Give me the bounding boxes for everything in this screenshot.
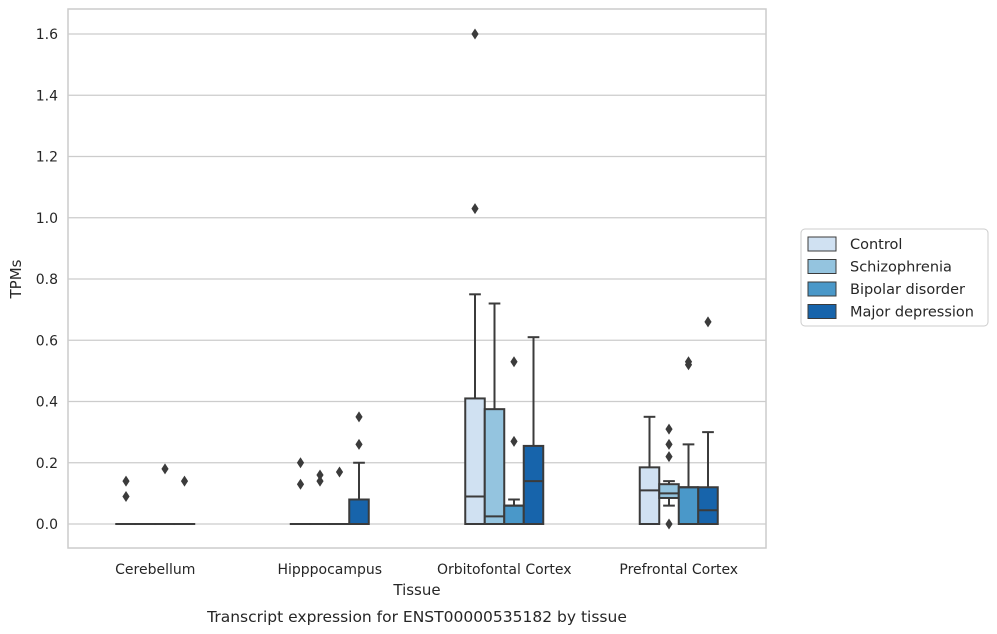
box-bipolar-disorder xyxy=(503,356,525,525)
box-control xyxy=(638,415,661,525)
legend-swatch xyxy=(807,236,837,252)
outlier-point xyxy=(296,457,305,469)
outlier-point xyxy=(316,469,324,481)
box-body xyxy=(464,397,486,525)
y-axis-ticks: 0.0 0.2 0.4 0.6 0.8 1.0 1.2 1.4 1.6 xyxy=(36,27,58,533)
y-tick-label: 1.0 xyxy=(36,211,58,227)
plot-frame xyxy=(67,8,767,549)
box-body xyxy=(483,408,506,525)
x-axis-title: Tissue xyxy=(392,581,440,599)
outlier-point xyxy=(510,356,518,368)
box-body xyxy=(658,483,680,499)
grid-lines xyxy=(68,33,766,525)
outlier-point xyxy=(296,478,305,490)
legend-frame xyxy=(800,228,989,327)
box-body xyxy=(638,466,661,525)
box-control xyxy=(115,475,137,526)
legend-label: Schizophrenia xyxy=(850,260,952,276)
outlier-point xyxy=(665,438,673,450)
x-axis-ticks: Cerebellum Hipppocampus Orbitofontal Corte… xyxy=(115,562,738,578)
box-major-depression xyxy=(173,475,196,526)
box-body xyxy=(697,486,719,525)
y-tick-label: 0.0 xyxy=(36,517,58,533)
x-tick-label: Cerebellum xyxy=(115,562,195,578)
outlier-point xyxy=(665,451,673,463)
outlier-point xyxy=(122,475,130,487)
outlier-point xyxy=(316,475,324,487)
box-bipolar-disorder xyxy=(328,466,351,526)
outlier-point xyxy=(510,435,518,447)
outlier-point xyxy=(704,316,712,328)
y-tick-label: 1.2 xyxy=(36,150,58,166)
box-groups xyxy=(115,28,719,530)
outlier-point xyxy=(665,518,673,530)
y-tick-label: 0.8 xyxy=(36,272,58,288)
legend-label: Major depression xyxy=(850,305,974,321)
box-body xyxy=(348,498,370,525)
outlier-point xyxy=(355,411,363,423)
y-axis-title: TPMs xyxy=(7,259,25,299)
box-major-depression xyxy=(522,336,545,525)
box-schizophrenia xyxy=(483,302,506,525)
box-control xyxy=(289,457,312,526)
box-major-depression xyxy=(697,316,719,525)
y-tick-label: 0.4 xyxy=(36,395,58,411)
box-bipolar-disorder xyxy=(154,463,176,526)
x-tick-label: Hipppocampus xyxy=(277,562,382,578)
outlier-point xyxy=(161,463,169,475)
box-major-depression xyxy=(348,411,370,525)
x-tick-label: Orbitofontal Cortex xyxy=(437,562,572,578)
legend: Control Schizophrenia Bipolar disorder Majo… xyxy=(800,228,989,327)
box-schizophrenia xyxy=(658,423,680,530)
outlier-point xyxy=(471,203,479,215)
chart-caption: Transcript expression for ENST0000053518… xyxy=(206,608,627,626)
legend-label: Control xyxy=(850,237,902,253)
box-body xyxy=(503,504,525,525)
outlier-point xyxy=(355,438,363,450)
box-bipolar-disorder xyxy=(677,356,700,525)
box-body xyxy=(522,444,545,525)
outlier-point xyxy=(180,475,189,487)
y-tick-label: 0.2 xyxy=(36,456,58,472)
x-tick-label: Prefrontal Cortex xyxy=(619,562,738,578)
box-control xyxy=(464,28,486,525)
legend-swatch xyxy=(807,304,837,319)
outlier-point xyxy=(665,423,673,435)
box-body xyxy=(677,486,700,525)
y-tick-label: 0.6 xyxy=(36,333,58,349)
outlier-point xyxy=(335,466,344,478)
outlier-point xyxy=(471,28,479,40)
legend-label: Bipolar disorder xyxy=(850,282,965,298)
outlier-point xyxy=(684,359,693,371)
box-schizophrenia xyxy=(309,469,331,526)
y-tick-label: 1.4 xyxy=(36,88,58,104)
legend-swatch xyxy=(807,259,837,274)
y-tick-label: 1.6 xyxy=(36,27,58,43)
legend-swatch xyxy=(807,281,837,297)
outlier-point xyxy=(122,490,130,502)
